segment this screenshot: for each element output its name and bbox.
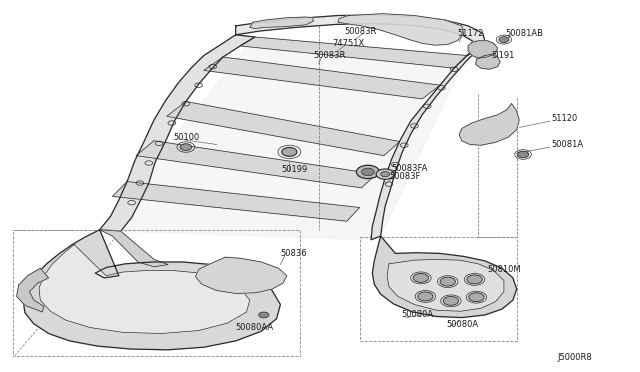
Polygon shape [100,37,467,240]
Circle shape [381,171,390,177]
Circle shape [444,296,459,305]
Polygon shape [250,17,314,29]
Text: 50080A: 50080A [447,321,479,330]
Circle shape [440,277,456,286]
Bar [13,230,300,356]
Circle shape [362,168,374,176]
Polygon shape [23,230,280,350]
Text: 51172: 51172 [458,29,484,38]
Circle shape [499,37,509,42]
Polygon shape [387,259,504,311]
Polygon shape [476,54,500,69]
Polygon shape [113,182,360,221]
Text: 50100: 50100 [173,133,200,142]
Circle shape [413,273,429,282]
Circle shape [468,293,484,302]
Circle shape [356,165,380,179]
Polygon shape [39,244,250,334]
Text: 50810M: 50810M [487,265,521,274]
Text: 50083FA: 50083FA [392,164,428,173]
Text: 50080A: 50080A [402,311,434,320]
Text: 50081A: 50081A [551,140,583,149]
Text: 74751X: 74751X [333,39,365,48]
Text: 50083R: 50083R [314,51,346,60]
Text: 50199: 50199 [282,165,308,174]
Text: 51120: 51120 [551,114,577,123]
Circle shape [517,151,529,158]
Polygon shape [167,102,400,155]
Polygon shape [372,236,516,318]
Circle shape [282,147,297,156]
Polygon shape [100,230,168,267]
Circle shape [259,312,269,318]
Polygon shape [204,57,440,99]
Polygon shape [338,14,464,45]
Polygon shape [240,37,467,68]
Polygon shape [460,104,519,145]
Text: 50836: 50836 [280,249,307,258]
Polygon shape [195,257,287,294]
Circle shape [418,292,433,301]
Polygon shape [17,268,49,312]
Circle shape [180,144,191,150]
Text: J5000R8: J5000R8 [557,353,592,362]
Polygon shape [236,15,484,55]
Text: 50083R: 50083R [344,26,377,36]
Bar [360,237,516,341]
Polygon shape [468,41,497,58]
Text: 50080AA: 50080AA [236,323,274,332]
Polygon shape [371,49,478,240]
Text: 50081AB: 50081AB [505,29,543,38]
Text: 5l191: 5l191 [491,51,515,60]
Text: 50083F: 50083F [389,172,420,181]
Circle shape [376,169,394,179]
Circle shape [467,275,482,284]
Polygon shape [136,141,376,188]
Polygon shape [100,35,255,231]
